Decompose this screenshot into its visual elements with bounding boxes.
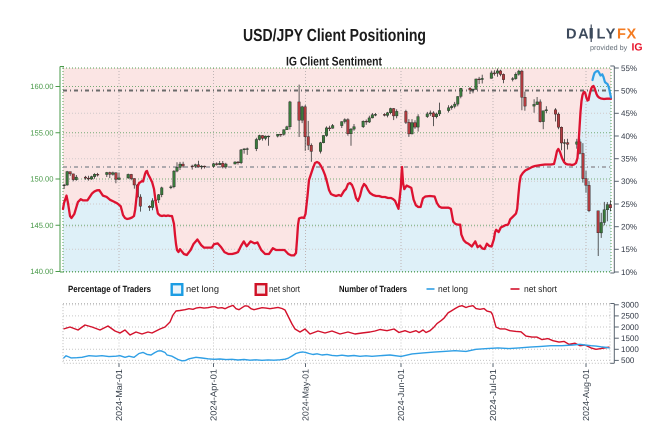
svg-text:net short: net short <box>524 284 557 294</box>
svg-text:2000: 2000 <box>621 323 639 332</box>
svg-text:provided by: provided by <box>590 43 628 52</box>
svg-text:500: 500 <box>621 356 635 365</box>
svg-text:140.00: 140.00 <box>30 267 53 276</box>
svg-text:2024-Mar-01: 2024-Mar-01 <box>114 369 124 421</box>
svg-text:2024-Apr-01: 2024-Apr-01 <box>209 369 219 421</box>
svg-text:35%: 35% <box>621 155 637 164</box>
svg-text:15%: 15% <box>621 245 637 254</box>
svg-text:155.00: 155.00 <box>30 128 53 137</box>
svg-text:160.00: 160.00 <box>30 82 53 91</box>
svg-text:20%: 20% <box>621 223 637 232</box>
svg-text:net short: net short <box>269 284 300 294</box>
svg-text:10%: 10% <box>621 268 637 277</box>
svg-text:45%: 45% <box>621 109 637 118</box>
svg-text:Number of Traders: Number of Traders <box>339 284 407 294</box>
svg-text:IG Client Sentiment: IG Client Sentiment <box>286 55 383 69</box>
svg-text:2024-Jun-01: 2024-Jun-01 <box>396 369 406 421</box>
svg-text:55%: 55% <box>621 64 637 73</box>
svg-text:1000: 1000 <box>621 345 639 354</box>
svg-text:LY: LY <box>597 27 618 43</box>
svg-text:25%: 25% <box>621 200 637 209</box>
svg-text:USD/JPY Client Positioning: USD/JPY Client Positioning <box>243 25 426 45</box>
svg-text:Percentage of Traders: Percentage of Traders <box>68 284 151 294</box>
svg-text:2500: 2500 <box>621 312 639 321</box>
svg-text:145.00: 145.00 <box>30 221 53 230</box>
svg-text:30%: 30% <box>621 177 637 186</box>
svg-text:2024-May-01: 2024-May-01 <box>301 369 311 421</box>
svg-text:40%: 40% <box>621 132 637 141</box>
svg-text:50%: 50% <box>621 87 637 96</box>
svg-text:IG: IG <box>632 42 643 54</box>
svg-text:FX: FX <box>617 27 637 43</box>
svg-text:1500: 1500 <box>621 334 639 343</box>
svg-text:DA: DA <box>566 27 590 43</box>
svg-text:2024-Aug-01: 2024-Aug-01 <box>581 369 591 421</box>
svg-text:2024-Jul-01: 2024-Jul-01 <box>488 369 498 421</box>
svg-text:net long: net long <box>438 284 468 294</box>
svg-text:net long: net long <box>186 284 219 294</box>
svg-text:3000: 3000 <box>621 301 639 310</box>
svg-text:150.00: 150.00 <box>30 175 53 184</box>
